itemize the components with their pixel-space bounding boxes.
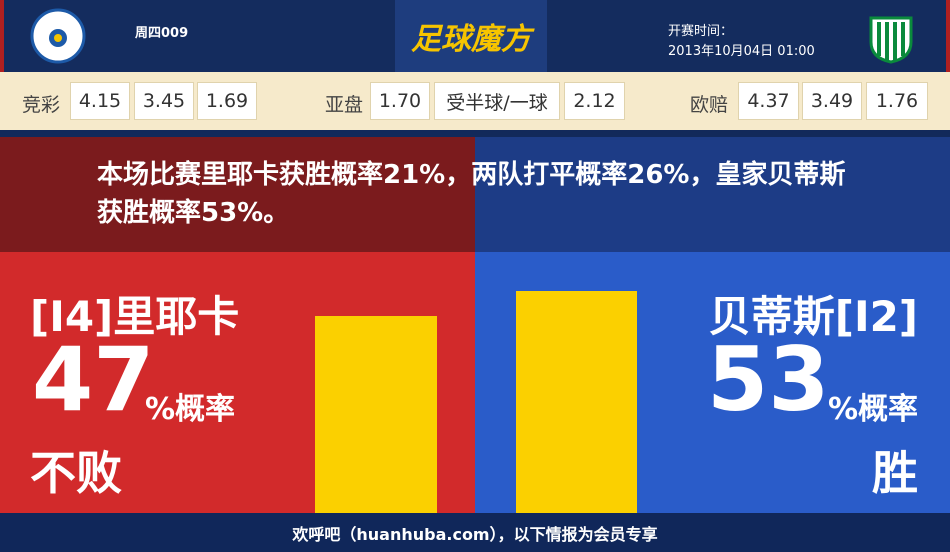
left-percent: 47 <box>32 328 155 431</box>
right-team: 贝蒂斯[I2] <box>708 292 918 341</box>
odds-value: 受半球/一球 <box>434 82 560 120</box>
odds-label: 欧赔 <box>690 94 729 116</box>
odds-value: 3.45 <box>134 82 194 120</box>
brand-logo: 足球魔方 <box>395 0 547 72</box>
summary-bg-left <box>0 137 475 252</box>
left-suffix: %概率 <box>145 392 236 427</box>
odds-value: 2.12 <box>564 82 625 120</box>
odds-value: 1.70 <box>370 82 430 120</box>
summary: 本场比赛里耶卡获胜概率21%，两队打平概率26%，皇家贝蒂斯获胜概率53%。 <box>97 160 846 228</box>
kickoff-label: 开赛时间： <box>668 24 734 39</box>
odds-value: 4.37 <box>738 82 799 120</box>
probability-bar <box>516 290 637 513</box>
odds-value: 3.49 <box>802 82 862 120</box>
footer: 欢呼吧（huanhuba.com），以下情报为会员专享 <box>0 513 950 552</box>
odds-label: 竞彩 <box>22 94 61 116</box>
right-percent: 53 <box>707 328 830 431</box>
away-logo <box>869 16 913 64</box>
summary-bg-right <box>475 137 950 252</box>
odds-value: 1.69 <box>197 82 257 120</box>
kickoff-time: 2013年10月04日 01:00 <box>668 44 815 59</box>
odds-value: 4.15 <box>70 82 130 120</box>
probability-bar <box>315 316 437 513</box>
right-suffix: %概率 <box>827 392 918 427</box>
left-team: [I4]里耶卡 <box>30 292 240 341</box>
odds-value: 1.76 <box>866 82 928 120</box>
match-code: 周四009 <box>135 26 189 41</box>
odds-label: 亚盘 <box>325 94 364 116</box>
home-logo <box>30 8 86 64</box>
left-result: 不败 <box>30 446 122 500</box>
right-result: 胜 <box>872 446 918 500</box>
